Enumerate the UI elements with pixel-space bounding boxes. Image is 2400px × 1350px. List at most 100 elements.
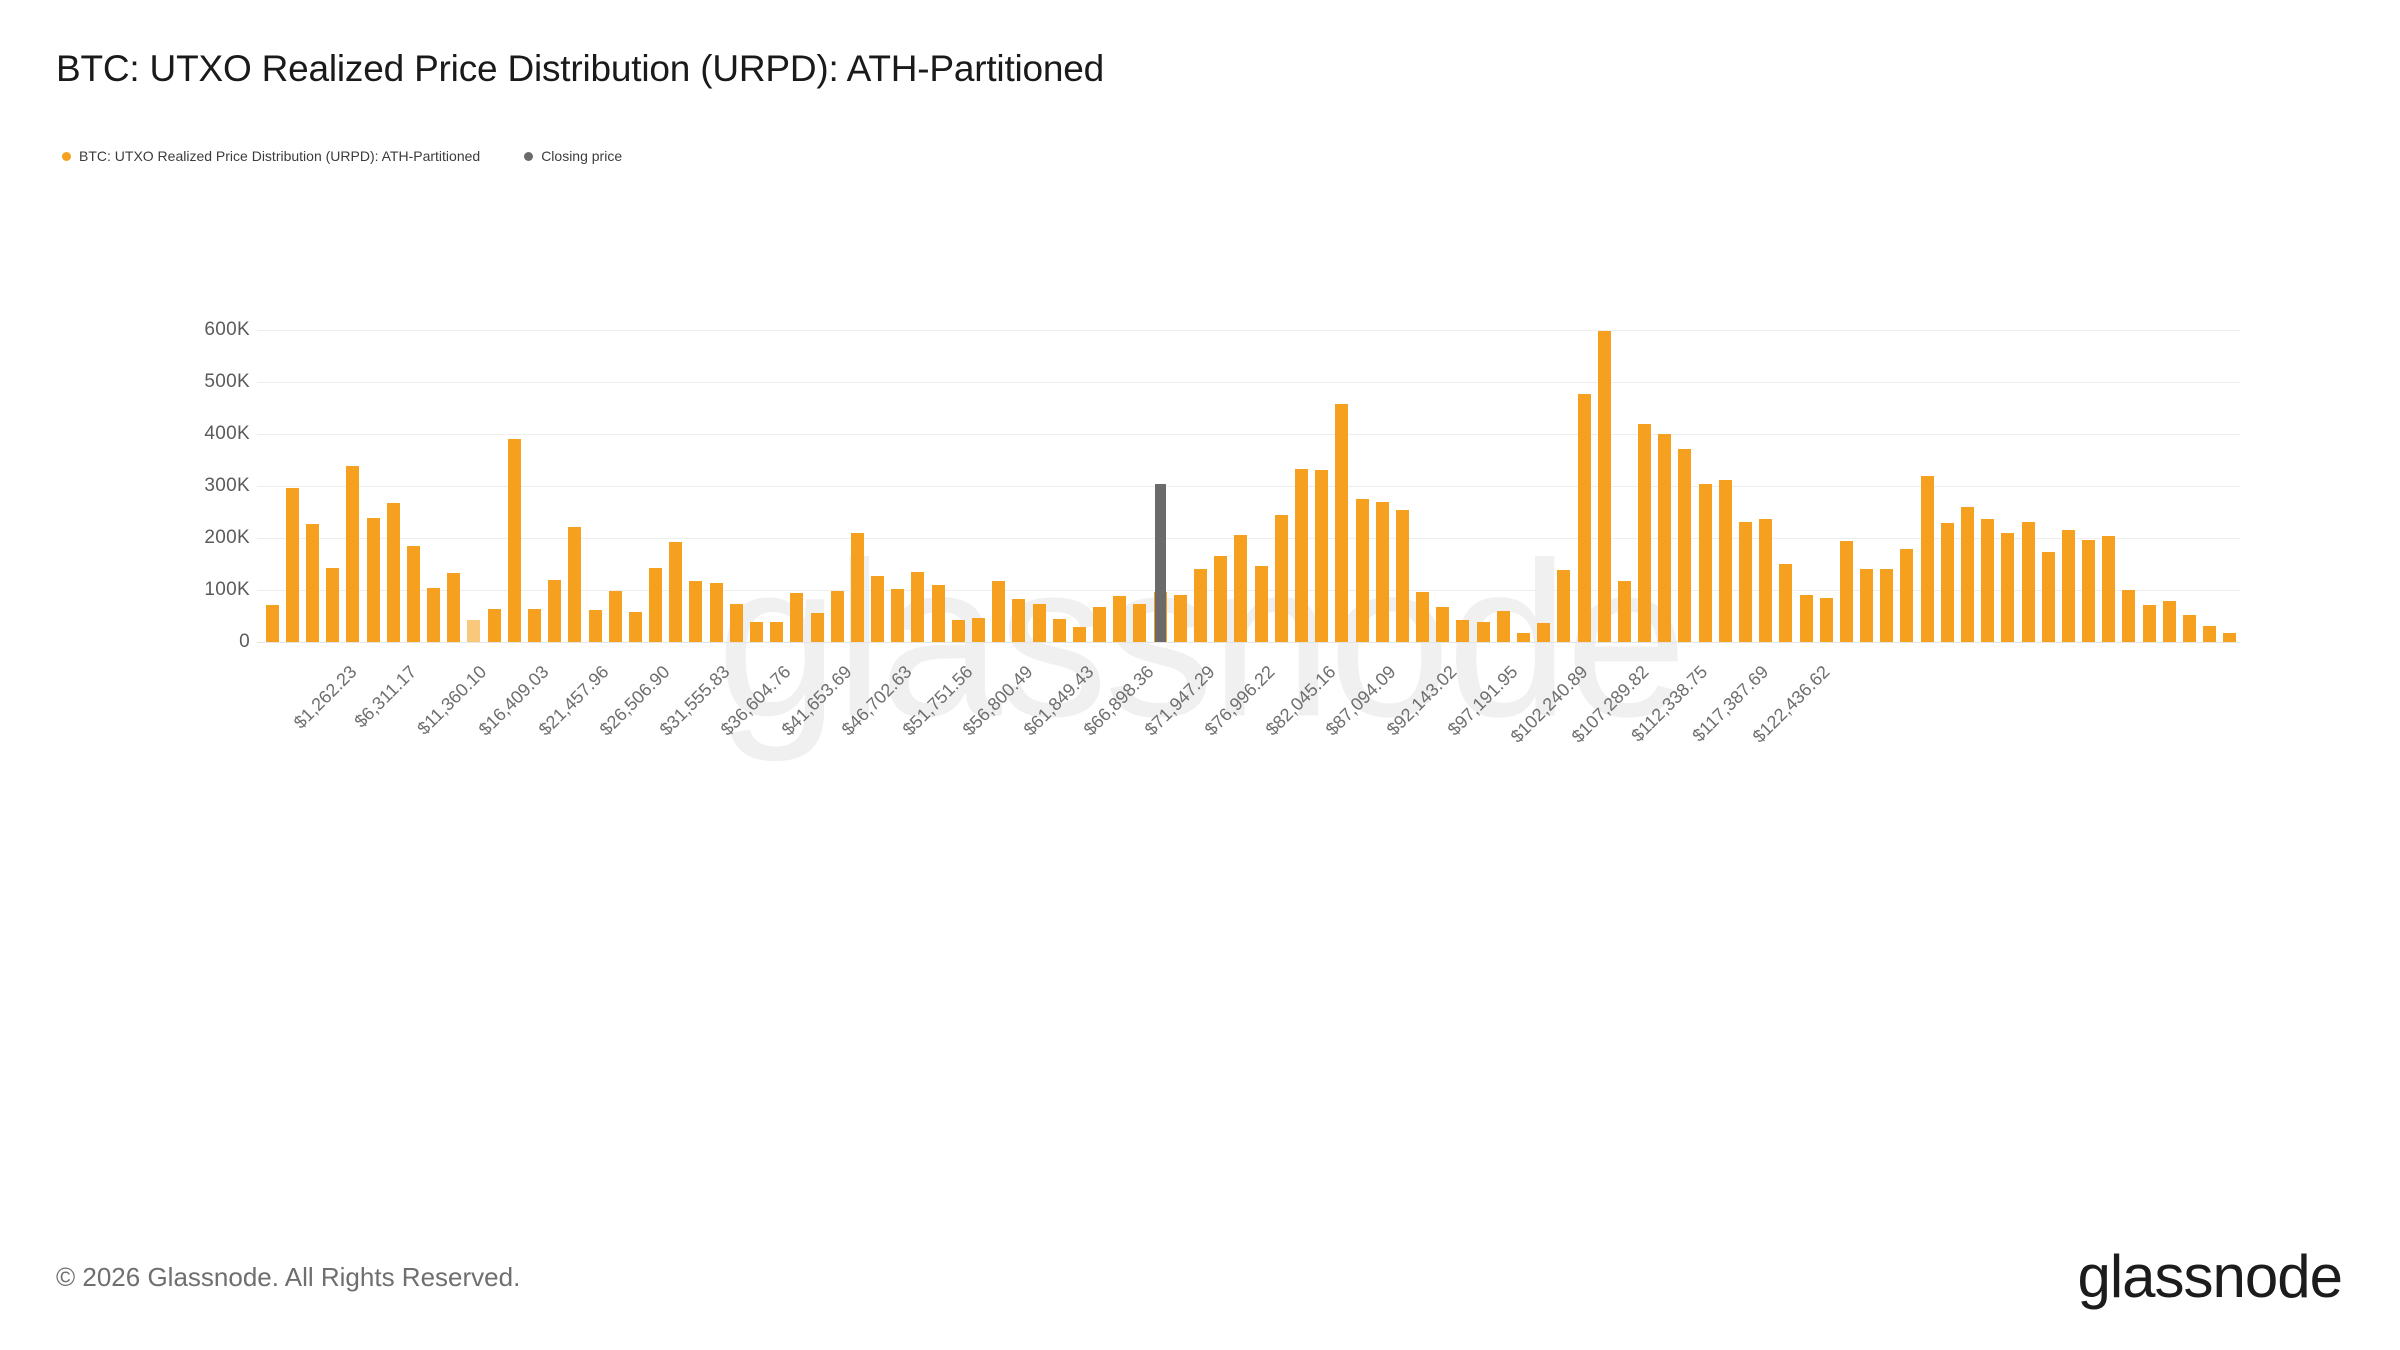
bar[interactable] [608, 591, 622, 642]
bar[interactable] [649, 567, 663, 642]
bar[interactable] [507, 439, 521, 642]
bar[interactable] [1395, 509, 1409, 642]
bar[interactable] [1617, 580, 1631, 642]
bar[interactable] [1698, 483, 1712, 642]
bar[interactable] [2142, 605, 2156, 642]
bar[interactable] [548, 579, 562, 642]
bar[interactable] [689, 581, 703, 642]
bar[interactable] [951, 620, 965, 642]
bar[interactable] [810, 612, 824, 642]
bar[interactable] [1739, 522, 1752, 642]
bar[interactable] [427, 587, 441, 642]
bar[interactable] [891, 588, 905, 642]
bar[interactable] [1355, 499, 1369, 642]
bar[interactable] [1052, 618, 1066, 642]
bar[interactable] [2183, 614, 2197, 642]
bar[interactable] [2122, 590, 2136, 642]
bar[interactable] [386, 503, 400, 642]
bar[interactable] [1456, 619, 1470, 642]
bar[interactable] [729, 604, 743, 642]
bar[interactable] [1214, 555, 1228, 642]
bar[interactable] [1254, 566, 1268, 642]
bar[interactable] [790, 592, 804, 642]
bar[interactable] [1173, 594, 1187, 642]
bar[interactable] [1779, 564, 1793, 642]
bar[interactable] [1597, 331, 1611, 642]
bar[interactable] [1981, 518, 1995, 642]
bar[interactable] [447, 573, 461, 642]
bar[interactable] [2082, 540, 2096, 642]
bar[interactable] [992, 581, 1006, 642]
bar[interactable] [1900, 549, 1914, 642]
bar[interactable] [1375, 502, 1389, 642]
bar[interactable] [1678, 449, 1692, 642]
bar[interactable] [830, 590, 844, 642]
bar[interactable] [1658, 434, 1672, 642]
closing-price-marker[interactable] [1154, 483, 1166, 642]
bar[interactable] [346, 465, 360, 642]
bar[interactable] [1093, 607, 1107, 642]
bar[interactable] [2041, 552, 2055, 642]
bar[interactable] [1537, 622, 1551, 642]
bar[interactable] [1133, 604, 1147, 642]
bar[interactable] [850, 533, 864, 642]
bar[interactable] [1072, 626, 1086, 642]
bar[interactable] [285, 488, 299, 642]
bar[interactable] [709, 583, 723, 642]
bar[interactable] [326, 567, 340, 642]
bar[interactable] [2102, 535, 2116, 642]
bar[interactable] [1577, 394, 1591, 642]
bar[interactable] [1557, 570, 1571, 642]
bar[interactable] [972, 618, 986, 642]
bar[interactable] [669, 541, 683, 642]
bar[interactable] [588, 610, 602, 642]
bar[interactable] [2162, 600, 2176, 642]
bar[interactable] [1961, 507, 1975, 642]
bar[interactable] [1315, 470, 1329, 642]
bar[interactable] [1759, 519, 1773, 642]
bar[interactable] [2001, 532, 2015, 642]
bar[interactable] [1718, 480, 1732, 642]
bar[interactable] [1234, 535, 1248, 642]
legend-item-closing-price[interactable]: Closing price [524, 148, 622, 164]
bar[interactable] [1436, 606, 1450, 642]
bar[interactable] [527, 609, 541, 642]
bar[interactable] [1476, 621, 1490, 642]
bar[interactable] [568, 527, 582, 642]
bar[interactable] [931, 584, 945, 642]
bar[interactable] [467, 620, 481, 642]
legend-item-series[interactable]: BTC: UTXO Realized Price Distribution (U… [62, 148, 480, 164]
bar[interactable] [1860, 568, 1874, 642]
bar[interactable] [2223, 633, 2237, 642]
bar[interactable] [1335, 403, 1349, 642]
bar[interactable] [871, 576, 885, 642]
bar[interactable] [1799, 595, 1813, 642]
bar[interactable] [1839, 540, 1853, 642]
bar[interactable] [366, 517, 380, 642]
bar[interactable] [1113, 596, 1127, 642]
bar[interactable] [1294, 469, 1308, 642]
bar[interactable] [1194, 568, 1208, 642]
bar[interactable] [265, 604, 279, 642]
bar[interactable] [911, 572, 925, 642]
bar[interactable] [770, 621, 784, 642]
bar[interactable] [1416, 592, 1430, 642]
bar[interactable] [2203, 626, 2217, 642]
bar[interactable] [406, 545, 420, 642]
bar[interactable] [1032, 604, 1046, 642]
bar[interactable] [750, 621, 763, 642]
bar[interactable] [1819, 597, 1833, 642]
bar[interactable] [1516, 632, 1530, 642]
bar[interactable] [2021, 522, 2035, 642]
bar[interactable] [2061, 530, 2075, 642]
bar[interactable] [1940, 522, 1954, 642]
bar[interactable] [1274, 515, 1288, 642]
bar[interactable] [487, 609, 501, 642]
bar[interactable] [1496, 610, 1510, 642]
bar[interactable] [628, 612, 642, 642]
bar[interactable] [1638, 424, 1652, 642]
bar[interactable] [305, 523, 319, 642]
bar[interactable] [1012, 598, 1026, 642]
bar[interactable] [1880, 568, 1894, 642]
bar[interactable] [1920, 475, 1934, 642]
